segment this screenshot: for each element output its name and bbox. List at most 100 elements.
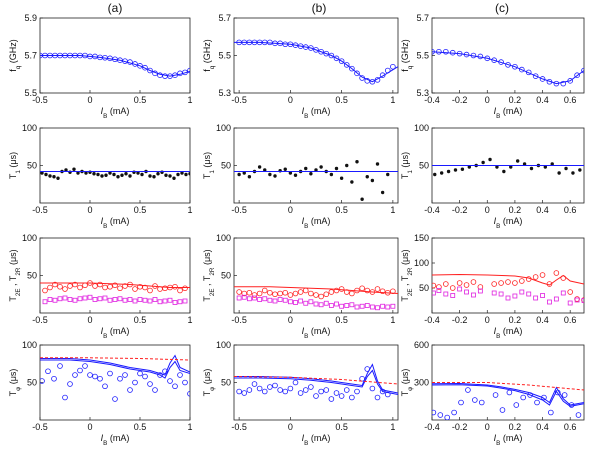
red-circle-point	[359, 285, 365, 292]
plot-frame	[233, 127, 399, 204]
magenta-square-point	[157, 299, 163, 305]
red-circle-point	[567, 289, 573, 295]
black-dot-point	[124, 172, 128, 176]
y-tick-label: 50	[419, 161, 429, 171]
blue-circle-point	[338, 393, 345, 399]
magenta-square-point	[177, 299, 183, 305]
black-dot-point	[148, 174, 152, 178]
red-circle-point	[62, 286, 68, 292]
blue-circle-point	[177, 372, 183, 378]
magenta-square-point	[257, 297, 263, 302]
red-circle-point	[313, 292, 319, 298]
red-circle-point	[246, 289, 253, 296]
magenta-square-point	[272, 298, 278, 304]
x-tick-label: -0.4	[424, 205, 440, 215]
blue-circle-point	[349, 394, 355, 401]
magenta-square-point	[132, 298, 138, 304]
red-circle-point	[519, 278, 525, 284]
black-dot-point	[168, 174, 172, 178]
blue-circle-point	[333, 55, 340, 62]
y-tick-label: 5.7	[416, 13, 429, 23]
panel-a-T1: -0.5 0 0.5 1 50 100 IB (mA) T1 (μs)	[8, 123, 193, 230]
black-dot-point	[355, 160, 359, 164]
blue-line-series	[40, 359, 190, 379]
y-tick-label: 600	[414, 340, 429, 350]
panel-b-T2: -0.5 0 0.5 1 50 100 IB (mA) T2E , T2R (μs)	[202, 233, 399, 340]
magenta-square-point	[567, 300, 573, 306]
red-circle-point	[463, 282, 470, 288]
plot-frame	[233, 344, 399, 421]
plot-frame	[233, 17, 399, 94]
magenta-square-point	[540, 293, 545, 298]
magenta-square-point	[380, 303, 386, 309]
magenta-square-point	[92, 297, 98, 302]
black-dot-point	[263, 168, 267, 172]
red-circle-point	[67, 283, 73, 289]
black-dot-point	[481, 160, 485, 165]
y-tick-label: 50	[221, 271, 231, 281]
x-tick-label: -0.5	[231, 422, 247, 432]
y-tick-label: 50	[221, 161, 231, 171]
y-axis-label: Tφ (μs)	[400, 369, 414, 397]
black-dot-point	[128, 174, 132, 178]
blue-circle-point	[437, 412, 444, 418]
black-dot-point	[172, 176, 176, 180]
x-tick-label: -0.2	[452, 205, 468, 215]
red-circle-point	[107, 283, 113, 290]
black-dot-point	[557, 171, 561, 175]
blue-circle-point	[142, 373, 148, 380]
red-circle-point	[92, 283, 98, 289]
red-circle-point	[182, 285, 188, 292]
data-layer	[40, 167, 190, 180]
magenta-square-point	[349, 302, 355, 308]
y-tick-label: 300	[414, 378, 429, 388]
blue-circle-point	[152, 387, 158, 393]
y-tick-label: 100	[414, 258, 429, 268]
magenta-square-point	[117, 296, 123, 302]
red-circle-point	[302, 287, 309, 294]
y-tick-label: 5.3	[416, 88, 429, 98]
magenta-square-point	[369, 304, 375, 310]
y-axis-label: T2E , T2R (μs)	[8, 249, 22, 301]
magenta-square-point	[298, 298, 304, 304]
red-circle-point	[308, 290, 314, 297]
black-dot-point	[350, 180, 354, 184]
magenta-square-point	[172, 300, 178, 305]
x-axis-label: IB (mA)	[101, 106, 130, 120]
plot-frame	[39, 344, 191, 421]
x-tick-label: 0.2	[509, 315, 522, 325]
blue-circle-point	[112, 396, 118, 402]
magenta-square-point	[512, 293, 518, 299]
plot-frame	[431, 237, 585, 314]
red-line-series	[234, 286, 398, 294]
x-tick-label: 1	[390, 205, 395, 215]
x-axis-label: IB (mA)	[101, 216, 130, 230]
magenta-square-point	[432, 290, 436, 296]
black-dot-point	[112, 172, 116, 177]
black-dot-point	[309, 172, 313, 176]
red-circle-point	[349, 290, 355, 297]
x-tick-label: 0	[288, 422, 293, 432]
magenta-square-point	[354, 304, 360, 310]
magenta-square-point	[334, 301, 339, 307]
magenta-square-point	[282, 297, 288, 303]
blue-circle-point	[520, 394, 526, 401]
magenta-square-point	[385, 304, 391, 310]
magenta-square-point	[457, 286, 463, 292]
red-circle-point	[443, 281, 449, 287]
magenta-square-point	[147, 298, 153, 304]
y-tick-label: 100	[216, 123, 231, 133]
black-dot-point	[257, 165, 262, 169]
data-layer	[40, 52, 190, 79]
x-tick-label: 0.6	[564, 95, 577, 105]
red-dashed-series	[234, 376, 398, 385]
blue-circle-point	[246, 387, 253, 393]
magenta-square-point	[533, 295, 539, 301]
magenta-square-point	[293, 300, 298, 305]
x-tick-label: -0.5	[32, 95, 48, 105]
red-circle-point	[379, 288, 386, 295]
x-tick-label: -0.5	[32, 315, 48, 325]
blue-circle-point	[157, 372, 163, 378]
magenta-square-point	[162, 298, 168, 304]
blue-circle-point	[338, 58, 345, 64]
